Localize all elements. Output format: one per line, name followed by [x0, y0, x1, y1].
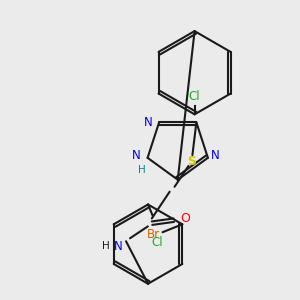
Text: H: H — [102, 241, 110, 251]
Text: H: H — [138, 165, 146, 175]
Text: N: N — [114, 240, 122, 253]
Text: Cl: Cl — [189, 90, 200, 104]
Text: S: S — [187, 155, 196, 169]
Text: N: N — [211, 149, 220, 162]
Text: Br: Br — [146, 228, 160, 241]
Text: N: N — [143, 116, 152, 129]
Text: O: O — [181, 212, 190, 225]
Text: Cl: Cl — [152, 236, 164, 249]
Text: N: N — [132, 149, 141, 162]
